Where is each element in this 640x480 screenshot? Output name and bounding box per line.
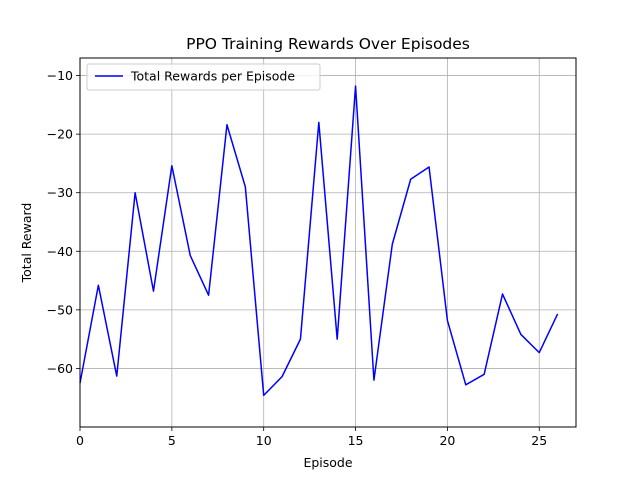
chart-title: PPO Training Rewards Over Episodes (186, 35, 470, 53)
legend: Total Rewards per Episode (86, 63, 321, 91)
x-tick-label: 0 (76, 433, 84, 448)
legend-box (86, 63, 321, 91)
y-tick-label: −30 (47, 185, 73, 200)
plot-frame (79, 57, 577, 428)
x-tick-label: 5 (168, 433, 176, 448)
y-axis-label: Total Reward (19, 203, 34, 284)
x-axis-label: Episode (303, 455, 352, 470)
axis-ticks: 0 5 10 15 20 25 −60 −50 −40 −30 −20 −10 (47, 68, 548, 448)
x-tick-label: 10 (256, 433, 272, 448)
y-tick-label: −20 (47, 127, 73, 142)
series-lines (79, 85, 559, 397)
legend-label: Total Rewards per Episode (130, 69, 295, 84)
y-tick-label: −50 (47, 302, 73, 317)
grid (79, 58, 576, 427)
y-tick-label: −60 (47, 361, 73, 376)
series-line (79, 85, 559, 397)
x-tick-label: 25 (531, 433, 547, 448)
y-tick-label: −10 (47, 68, 73, 83)
y-tick-label: −40 (47, 244, 73, 259)
x-tick-label: 20 (439, 433, 455, 448)
x-tick-label: 15 (348, 433, 364, 448)
